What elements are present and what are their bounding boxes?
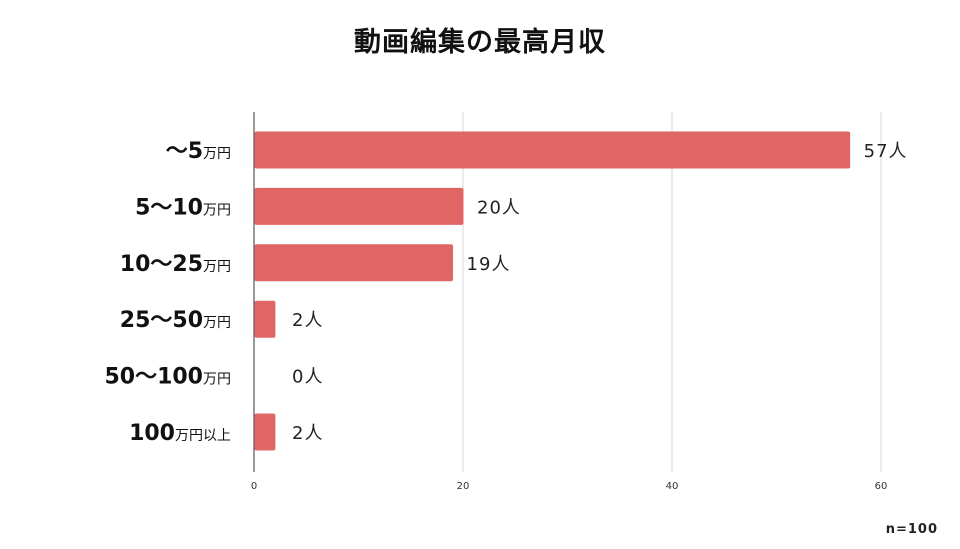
x-tick-label: 60 [875,481,888,492]
bar [254,300,276,338]
bar [254,244,454,282]
category-range: 100 [129,421,175,446]
bar [254,413,276,451]
category-range: 10〜25 [120,252,203,277]
category-label: 25〜50万円 [120,308,231,333]
x-tick-label: 0 [251,481,257,492]
bar [254,187,464,225]
category-unit: 万円 [203,372,231,388]
value-label: 0人 [292,367,323,388]
category-range: 50〜100 [104,365,203,390]
category-label: 100万円以上 [129,421,231,446]
value-label: 20人 [477,197,521,218]
gridlines [253,112,882,472]
chart-title: 動画編集の最高月収 [354,27,606,58]
value-label: 2人 [292,423,323,444]
category-unit: 万円 [203,315,231,331]
category-range: 5〜10 [135,195,203,220]
value-label: 19人 [467,254,511,275]
category-unit: 万円 [203,259,231,275]
category-unit: 万円 [203,146,231,162]
category-label: 50〜100万円 [104,365,231,390]
category-unit: 万円 [203,202,231,218]
category-label: 5〜10万円 [135,195,231,220]
value-label: 2人 [292,310,323,331]
bar [254,131,851,169]
category-unit: 万円以上 [175,428,231,444]
category-range: 〜5 [166,139,203,164]
category-range: 25〜50 [120,308,203,333]
x-tick-label: 40 [666,481,679,492]
category-label: 10〜25万円 [120,252,231,277]
x-tick-label: 20 [457,481,470,492]
category-label: 〜5万円 [166,139,231,164]
value-label: 57人 [864,141,908,162]
bars [254,131,851,451]
sample-size-note: n=100 [885,522,938,537]
